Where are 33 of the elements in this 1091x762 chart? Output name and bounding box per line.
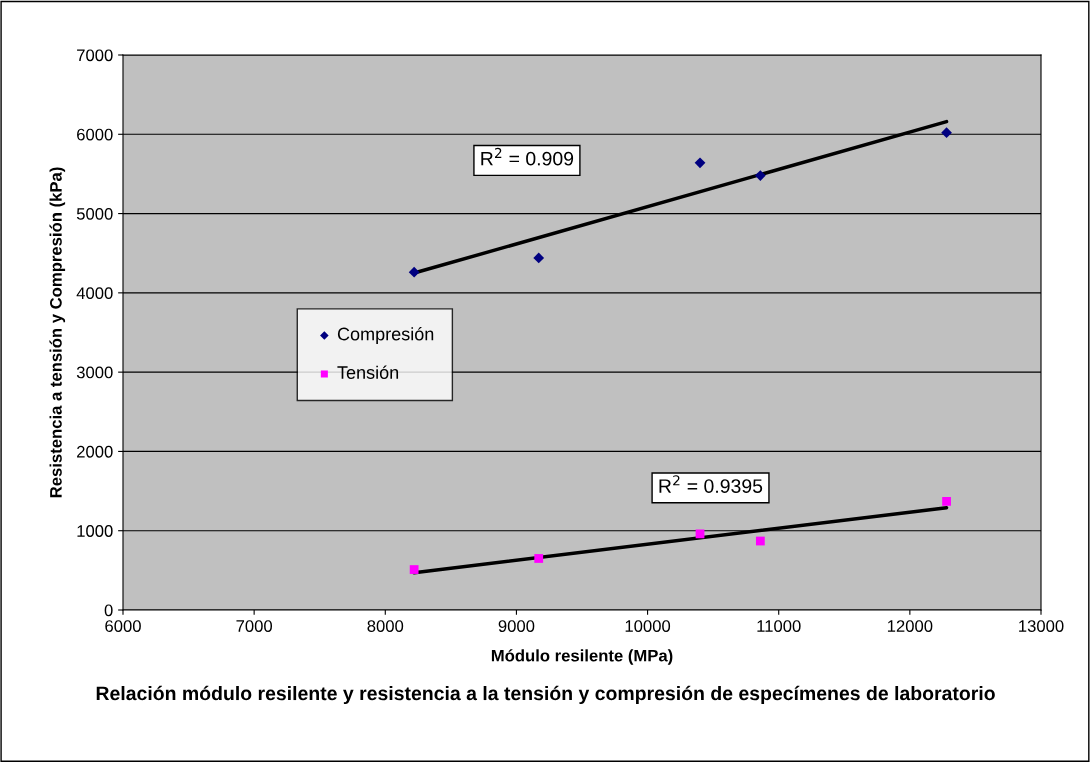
point xyxy=(941,127,952,139)
y-tick-label: 7000 xyxy=(77,49,113,62)
x-axis-title: Módulo resilente (MPa) xyxy=(491,649,673,665)
y-tick-label: 0 xyxy=(104,604,113,617)
point xyxy=(755,536,765,546)
legend-label: Tensión xyxy=(337,365,399,379)
point xyxy=(942,496,951,506)
x-tick-label: 9000 xyxy=(498,620,535,632)
y-tick-label: 4000 xyxy=(76,287,113,300)
point xyxy=(533,252,545,264)
y-tick-label: 1000 xyxy=(77,525,113,537)
legend-label: Compresión xyxy=(337,326,434,344)
x-tick-label: 6000 xyxy=(105,620,141,632)
x-tick-label: 7000 xyxy=(236,620,273,632)
x-tick-label: 13000 xyxy=(1019,620,1064,632)
point xyxy=(534,554,544,563)
x-tick-label: 10000 xyxy=(625,620,671,632)
point xyxy=(408,266,420,278)
annotation: R$^{2}$ = 0.909 xyxy=(481,147,574,166)
y-tick-label: 2000 xyxy=(77,445,113,458)
point xyxy=(695,529,705,539)
x-tick-label: 11000 xyxy=(757,620,801,632)
point xyxy=(754,170,766,181)
x-tick-label: 12000 xyxy=(887,620,933,632)
text: Relación módulo resilente y resistencia a la tensión y compresión de especímenes de laboratorio xyxy=(96,685,995,705)
x-tick-label: 8000 xyxy=(367,620,404,632)
y-tick-label: 3000 xyxy=(76,366,113,379)
point xyxy=(409,565,419,574)
point xyxy=(694,157,706,169)
y-tick-label: 6000 xyxy=(77,128,113,141)
y-axis-title: Resistencia a tensión y Compresión (kPa) xyxy=(49,167,66,498)
y-tick-label: 5000 xyxy=(76,207,113,220)
annotation: R$^{2}$ = 0.9395 xyxy=(659,475,763,493)
